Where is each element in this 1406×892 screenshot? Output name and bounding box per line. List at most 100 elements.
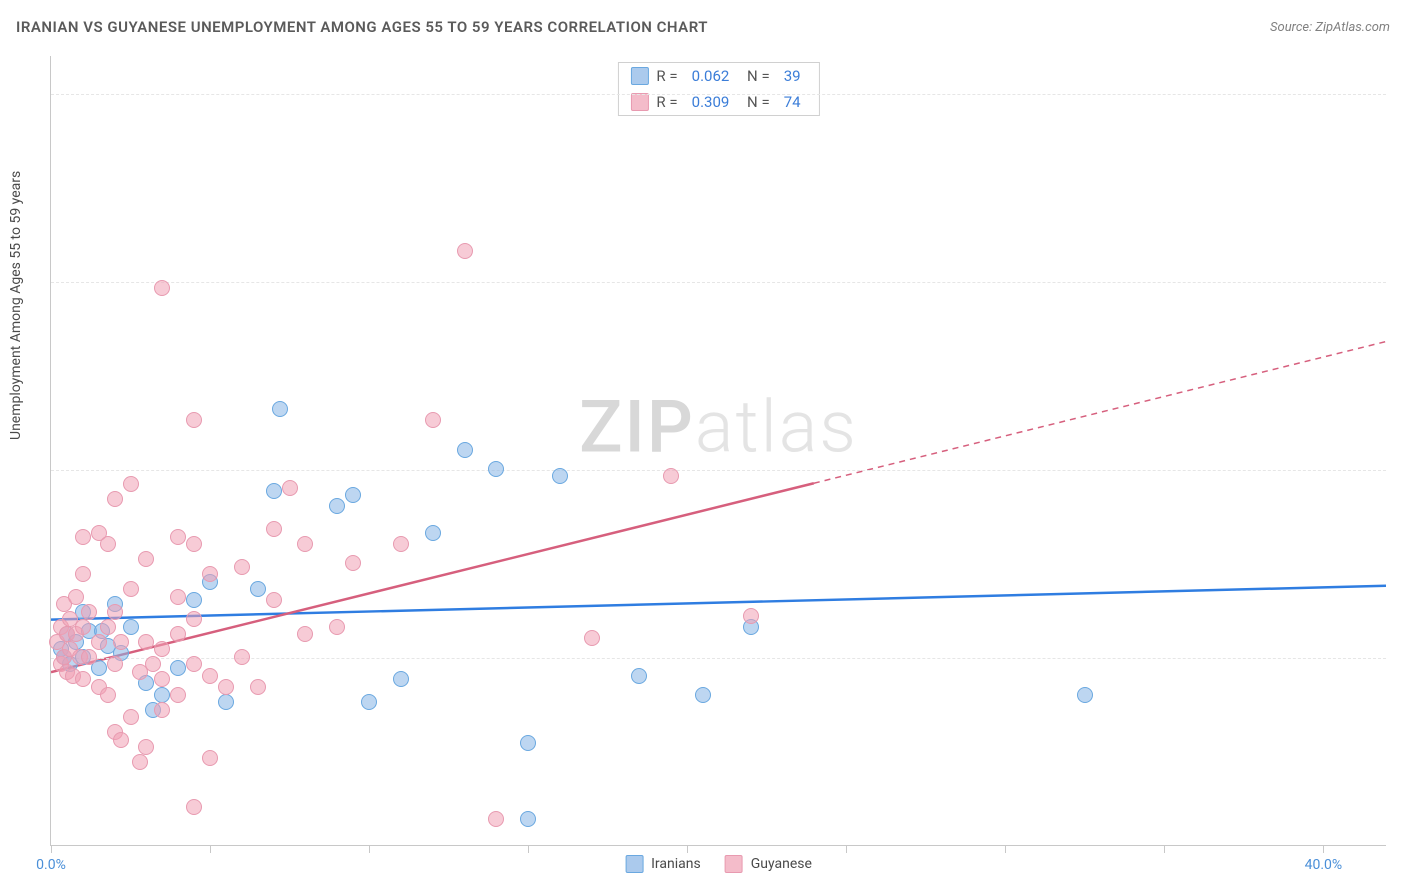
data-point	[123, 476, 139, 492]
source-attribution: Source: ZipAtlas.com	[1270, 20, 1390, 35]
data-point	[186, 592, 202, 608]
data-point	[552, 468, 568, 484]
data-point	[250, 581, 266, 597]
r-value-guyanese: 0.309	[692, 93, 730, 111]
data-point	[100, 687, 116, 703]
x-tick-label: 0.0%	[36, 857, 66, 873]
data-point	[393, 536, 409, 552]
data-point	[345, 487, 361, 503]
data-point	[1077, 687, 1093, 703]
r-label: R =	[656, 93, 677, 111]
data-point	[81, 604, 97, 620]
data-point	[250, 679, 266, 695]
gridline	[51, 94, 1386, 95]
data-point	[202, 566, 218, 582]
y-axis-label: Unemployment Among Ages 55 to 59 years	[8, 171, 24, 440]
data-point	[170, 660, 186, 676]
data-point	[202, 668, 218, 684]
x-tick	[1323, 845, 1324, 853]
data-point	[75, 566, 91, 582]
data-point	[297, 536, 313, 552]
data-point	[123, 619, 139, 635]
data-point	[695, 687, 711, 703]
x-tick	[846, 845, 847, 853]
legend-swatch-pink	[725, 855, 743, 873]
data-point	[266, 592, 282, 608]
data-point	[170, 589, 186, 605]
data-point	[218, 679, 234, 695]
r-value-iranians: 0.062	[692, 67, 730, 85]
data-point	[329, 619, 345, 635]
gridline	[51, 658, 1386, 659]
data-point	[154, 702, 170, 718]
data-point	[663, 468, 679, 484]
legend-row-iranians: R = 0.062 N = 39	[618, 63, 818, 89]
data-point	[272, 401, 288, 417]
data-point	[186, 656, 202, 672]
data-point	[145, 656, 161, 672]
data-point	[113, 634, 129, 650]
x-tick	[369, 845, 370, 853]
legend-label-guyanese: Guyanese	[751, 856, 812, 872]
n-value-iranians: 39	[784, 67, 801, 85]
data-point	[113, 732, 129, 748]
data-point	[107, 656, 123, 672]
legend-label-iranians: Iranians	[651, 856, 701, 872]
data-point	[154, 687, 170, 703]
data-point	[154, 280, 170, 296]
data-point	[107, 491, 123, 507]
data-point	[107, 604, 123, 620]
data-point	[138, 551, 154, 567]
data-point	[91, 634, 107, 650]
scatter-chart: ZIPatlas R = 0.062 N = 39 R = 0.309 N = …	[50, 56, 1386, 846]
y-tick-label: 10.0%	[1392, 462, 1406, 478]
data-point	[100, 619, 116, 635]
data-point	[186, 799, 202, 815]
data-point	[75, 529, 91, 545]
x-tick	[687, 845, 688, 853]
y-tick-label: 15.0%	[1392, 274, 1406, 290]
title-bar: IRANIAN VS GUYANESE UNEMPLOYMENT AMONG A…	[16, 18, 1390, 36]
chart-title: IRANIAN VS GUYANESE UNEMPLOYMENT AMONG A…	[16, 18, 708, 36]
data-point	[154, 671, 170, 687]
watermark-atlas: atlas	[695, 384, 858, 469]
data-point	[154, 641, 170, 657]
data-point	[631, 668, 647, 684]
data-point	[425, 412, 441, 428]
legend-swatch-pink	[630, 93, 648, 111]
data-point	[488, 811, 504, 827]
n-label: N =	[743, 67, 769, 85]
data-point	[282, 480, 298, 496]
legend-swatch-blue	[630, 67, 648, 85]
data-point	[520, 811, 536, 827]
data-point	[186, 611, 202, 627]
n-label: N =	[743, 93, 769, 111]
data-point	[329, 498, 345, 514]
x-tick	[1164, 845, 1165, 853]
data-point	[266, 483, 282, 499]
data-point	[75, 619, 91, 635]
watermark: ZIPatlas	[579, 384, 858, 469]
n-value-guyanese: 74	[784, 93, 801, 111]
data-point	[345, 555, 361, 571]
data-point	[132, 754, 148, 770]
data-point	[488, 461, 504, 477]
r-label: R =	[656, 67, 677, 85]
gridline	[51, 282, 1386, 283]
y-tick-label: 20.0%	[1392, 86, 1406, 102]
legend-swatch-blue	[625, 855, 643, 873]
data-point	[361, 694, 377, 710]
x-tick	[1005, 845, 1006, 853]
data-point	[186, 412, 202, 428]
data-point	[123, 581, 139, 597]
data-point	[457, 243, 473, 259]
data-point	[234, 559, 250, 575]
x-tick	[210, 845, 211, 853]
data-point	[75, 671, 91, 687]
data-point	[170, 687, 186, 703]
data-point	[297, 626, 313, 642]
data-point	[234, 649, 250, 665]
data-point	[457, 442, 473, 458]
data-point	[138, 739, 154, 755]
data-point	[584, 630, 600, 646]
